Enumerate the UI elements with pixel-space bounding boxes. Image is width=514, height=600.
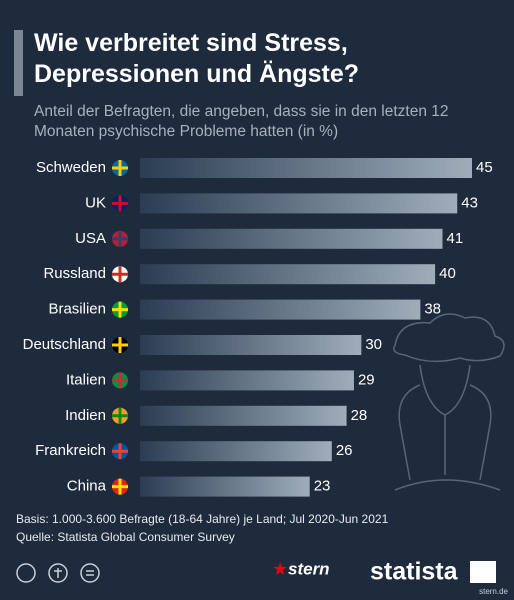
note-source: Quelle: Statista Global Consumer Survey bbox=[16, 530, 235, 544]
bar bbox=[140, 193, 458, 214]
value-label: 29 bbox=[358, 371, 375, 388]
value-label: 40 bbox=[439, 265, 456, 282]
category-label: USA bbox=[75, 230, 106, 247]
chart-title: Wie verbreitet sind Stress, Depressionen… bbox=[34, 29, 360, 88]
value-label: 38 bbox=[424, 301, 441, 318]
bar bbox=[140, 264, 436, 285]
logo-star: ★ bbox=[272, 559, 288, 579]
category-label: Indien bbox=[65, 407, 106, 424]
bar bbox=[140, 441, 332, 462]
flag-detail bbox=[112, 301, 128, 318]
footer-icons bbox=[16, 563, 100, 583]
category-label: Italien bbox=[66, 371, 106, 388]
logo-stern: stern bbox=[288, 559, 330, 578]
logo-statista: statista bbox=[370, 558, 459, 586]
flag-detail bbox=[112, 160, 128, 176]
title-accent bbox=[14, 30, 23, 96]
logo-mark bbox=[470, 561, 496, 583]
bar bbox=[140, 335, 362, 355]
flag-detail bbox=[112, 372, 128, 389]
flag-detail bbox=[112, 337, 128, 353]
category-label: Russland bbox=[43, 265, 106, 282]
category-label: Deutschland bbox=[23, 336, 106, 353]
logo-stern-de: stern.de bbox=[479, 587, 508, 596]
flag-detail bbox=[112, 266, 128, 283]
category-label: UK bbox=[85, 194, 106, 211]
value-label: 41 bbox=[446, 230, 463, 247]
flag-detail bbox=[112, 443, 128, 460]
bar bbox=[140, 299, 421, 320]
value-label: 28 bbox=[351, 407, 368, 424]
category-label: Schweden bbox=[36, 159, 106, 176]
value-label: 30 bbox=[365, 336, 382, 353]
flag-detail bbox=[112, 195, 128, 212]
category-label: China bbox=[67, 478, 107, 495]
bar bbox=[140, 228, 443, 249]
category-label: Frankreich bbox=[35, 442, 106, 459]
category-label: Brasilien bbox=[48, 301, 106, 318]
value-label: 26 bbox=[336, 442, 353, 459]
note-basis: Basis: 1.000-3.600 Befragte (18-64 Jahre… bbox=[16, 512, 389, 526]
bar bbox=[140, 476, 310, 497]
chart-subtitle: Anteil der Befragten, die angeben, dass … bbox=[34, 103, 449, 140]
bar bbox=[140, 370, 354, 391]
value-label: 23 bbox=[314, 478, 331, 495]
bar bbox=[140, 158, 472, 178]
flag-detail bbox=[112, 230, 128, 247]
flag-detail bbox=[112, 478, 128, 495]
bar bbox=[140, 405, 347, 426]
illustration bbox=[393, 313, 505, 491]
flag-detail bbox=[112, 407, 128, 424]
value-label: 43 bbox=[461, 194, 478, 211]
value-label: 45 bbox=[476, 159, 493, 176]
